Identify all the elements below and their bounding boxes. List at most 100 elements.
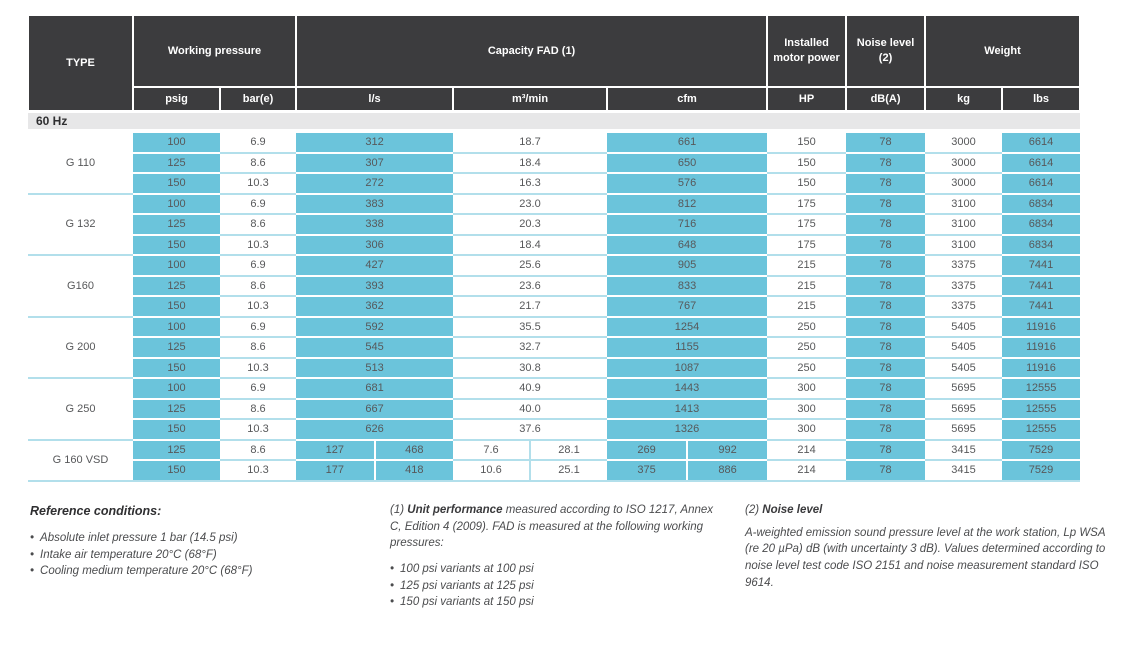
data-cell: 5695 — [925, 420, 1003, 441]
data-cell: 6614 — [1002, 133, 1081, 154]
data-cell: 78 — [846, 235, 926, 256]
data-cell: 25.6 — [453, 256, 608, 277]
data-cell: 78 — [846, 153, 926, 174]
data-cell: 18.4 — [453, 235, 608, 256]
data-cell: 150 — [133, 420, 220, 441]
data-cell: 250 — [767, 338, 847, 359]
data-cell: 362 — [296, 297, 454, 318]
data-subcell: 7.6 — [453, 440, 532, 459]
table-row: G 250 100 6.9 681 40.9 1443 300 78 5695 12555 — [28, 379, 1081, 441]
unit-performance-list: 100 psi variants at 100 psi 125 psi vari… — [390, 561, 720, 611]
data-cell: 6834 — [1002, 194, 1081, 215]
type-cell: G 110 — [28, 133, 133, 195]
data-cell: 125 — [133, 276, 220, 297]
data-cell: 6.9 — [220, 256, 297, 277]
data-cell: 8.6 — [220, 399, 297, 420]
data-cell: 393 — [296, 276, 454, 297]
table-row: 125 8.6 667 40.0 1413 300 78 5695 12555 — [28, 399, 1081, 420]
noise-level-note: (2) Noise level A-weighted emission soun… — [745, 502, 1112, 611]
data-cell: 576 — [607, 174, 768, 195]
data-cell: 307 — [296, 153, 454, 174]
table-row: G 132 100 6.9 383 23.0 812 175 78 3100 6834 — [28, 194, 1081, 256]
col-header-working-pressure: Working pressure — [133, 15, 297, 87]
data-subcell: 992 — [718, 443, 737, 456]
table-row: G 200 100 6.9 592 35.5 1254 250 78 5405 11916 — [28, 317, 1081, 379]
data-cell: 812 — [607, 194, 768, 215]
data-cell: 10.3 — [220, 174, 297, 195]
data-cell: 6834 — [1002, 235, 1081, 256]
data-subcell: 28.1 — [558, 443, 580, 456]
data-cell: 5695 — [925, 379, 1003, 400]
table-row: 150 10.3 626 37.6 1326 300 78 5695 12555 — [28, 420, 1081, 441]
data-cell: 6.9 — [220, 379, 297, 400]
type-cell: G 200 — [28, 317, 133, 379]
note-prefix: (1) — [390, 504, 405, 516]
data-cell: 78 — [846, 256, 926, 277]
reference-conditions-list: Absolute inlet pressure 1 bar (14.5 psi)… — [30, 530, 365, 580]
data-cell: 78 — [846, 276, 926, 297]
bullet-item: 100 psi variants at 100 psi — [390, 561, 720, 578]
data-cell: 20.3 — [453, 215, 608, 236]
data-cell: 7529 — [1002, 461, 1081, 482]
data-cell: 1443 — [607, 379, 768, 400]
data-cell: 1413 — [607, 399, 768, 420]
table-header: TYPE Working pressure Capacity FAD (1) I… — [28, 15, 1081, 111]
unit-performance-paragraph: (1) Unit performance measured according … — [390, 502, 720, 552]
table-row: 150 10.3 362 21.7 767 215 78 3375 7441 — [28, 297, 1081, 318]
data-cell: 37.6 — [453, 420, 608, 441]
table-row: 150 10.3 177 418 10.6 25.1 375 886 214 78 3415 7529 — [28, 461, 1081, 482]
data-cell: 35.5 — [453, 317, 608, 338]
data-cell: 150 — [767, 153, 847, 174]
table-row: G 110 100 6.9 312 18.7 661 150 78 3000 6614 — [28, 133, 1081, 195]
data-cell: 175 — [767, 194, 847, 215]
data-cell: 7.6 28.1 — [453, 440, 608, 461]
data-cell: 661 — [607, 133, 768, 154]
data-cell: 338 — [296, 215, 454, 236]
reference-conditions-title: Reference conditions: — [30, 504, 162, 518]
data-cell: 6834 — [1002, 215, 1081, 236]
data-cell: 3000 — [925, 153, 1003, 174]
col-header-m3min: m³/min — [453, 87, 608, 111]
table-row: G160 100 6.9 427 25.6 905 215 78 3375 7441 — [28, 256, 1081, 318]
data-cell: 21.7 — [453, 297, 608, 318]
data-cell: 150 — [767, 174, 847, 195]
table-row: 125 8.6 545 32.7 1155 250 78 5405 11916 — [28, 338, 1081, 359]
data-cell: 10.3 — [220, 461, 297, 482]
data-cell: 5405 — [925, 338, 1003, 359]
data-subcell: 127 — [296, 440, 376, 459]
data-cell: 300 — [767, 379, 847, 400]
data-cell: 11916 — [1002, 358, 1081, 379]
type-cell: G 250 — [28, 379, 133, 441]
data-cell: 78 — [846, 215, 926, 236]
data-cell: 8.6 — [220, 215, 297, 236]
data-cell: 626 — [296, 420, 454, 441]
data-subcell: 886 — [718, 464, 737, 476]
data-cell: 7441 — [1002, 297, 1081, 318]
data-cell: 681 — [296, 379, 454, 400]
data-cell: 16.3 — [453, 174, 608, 195]
data-cell: 125 — [133, 338, 220, 359]
data-cell: 12555 — [1002, 420, 1081, 441]
table-row: 125 8.6 338 20.3 716 175 78 3100 6834 — [28, 215, 1081, 236]
data-cell: 1326 — [607, 420, 768, 441]
data-cell: 78 — [846, 420, 926, 441]
col-header-kg: kg — [925, 87, 1003, 111]
data-cell: 375 886 — [607, 461, 768, 482]
data-subcell: 375 — [607, 461, 689, 480]
data-cell: 8.6 — [220, 338, 297, 359]
note-prefix: (2) — [745, 504, 760, 516]
bullet-item: Intake air temperature 20°C (68°F) — [30, 547, 365, 564]
data-cell: 3375 — [925, 256, 1003, 277]
data-cell: 6.9 — [220, 317, 297, 338]
data-cell: 6.9 — [220, 133, 297, 154]
data-subcell: 10.6 — [453, 461, 532, 480]
data-cell: 3375 — [925, 276, 1003, 297]
data-cell: 18.4 — [453, 153, 608, 174]
data-cell: 100 — [133, 194, 220, 215]
bullet-item: Cooling medium temperature 20°C (68°F) — [30, 563, 365, 580]
data-cell: 100 — [133, 379, 220, 400]
data-cell: 175 — [767, 215, 847, 236]
data-subcell: 468 — [405, 443, 424, 456]
data-cell: 300 — [767, 420, 847, 441]
